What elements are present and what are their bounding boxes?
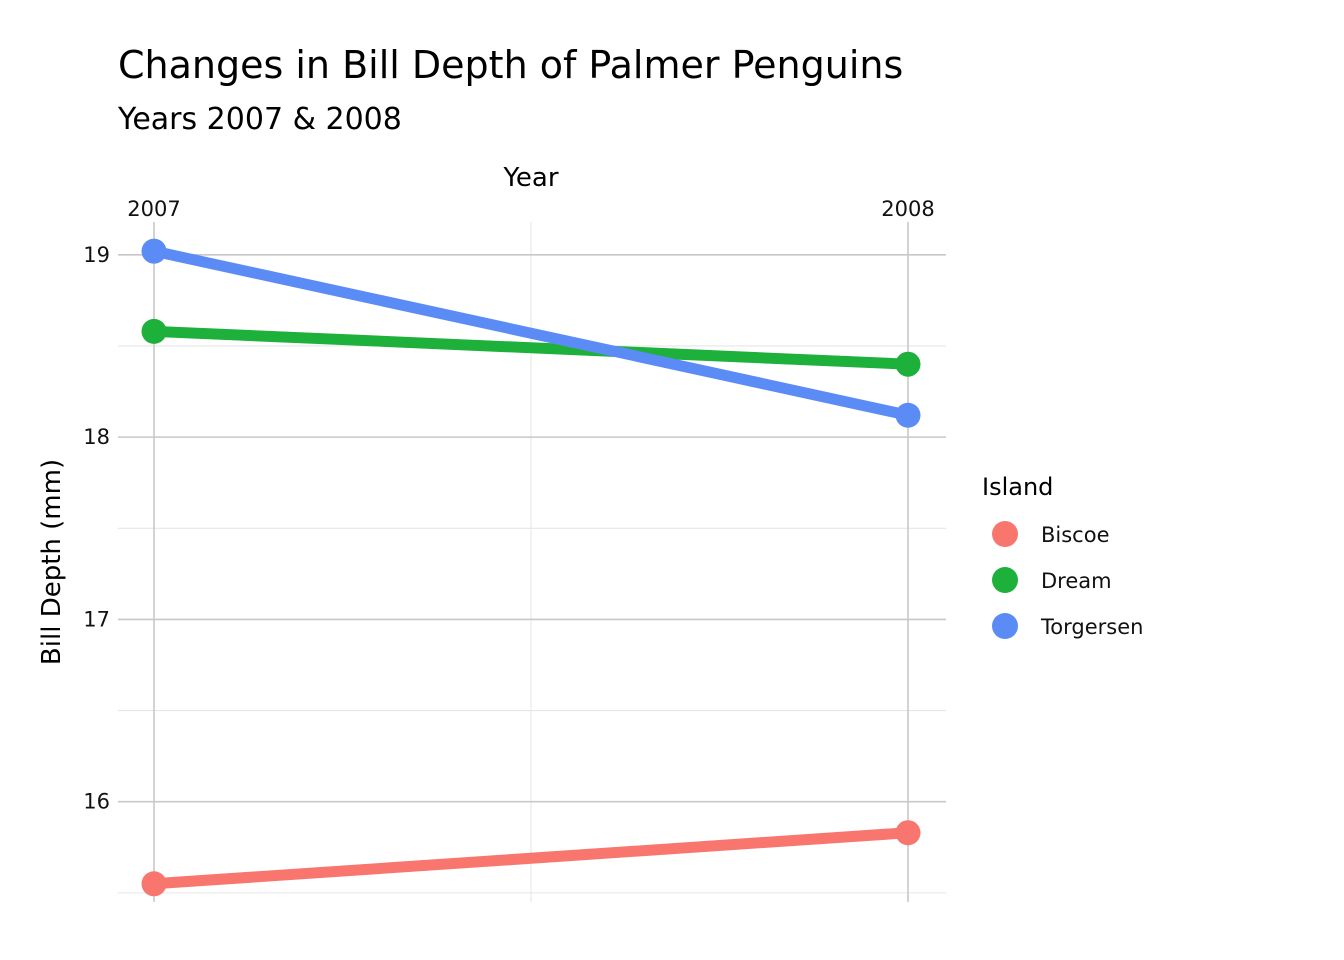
data-point-biscoe	[895, 820, 921, 846]
series-layer	[141, 238, 921, 897]
chart-title: Changes in Bill Depth of Palmer Penguins	[118, 43, 903, 87]
legend: Biscoe Dream Torgersen	[992, 521, 1143, 639]
series-line-biscoe	[153, 827, 909, 890]
legend-key-dream	[992, 567, 1018, 593]
legend-label-biscoe: Biscoe	[1041, 523, 1110, 547]
x-axis-title: Year	[502, 163, 558, 193]
data-point-torgersen	[141, 238, 167, 264]
legend-key-biscoe	[992, 521, 1018, 547]
tick-labels: 16 17 18 19 2007 2008	[83, 197, 934, 814]
legend-key-torgersen	[992, 613, 1018, 639]
y-tick-label: 16	[83, 790, 110, 814]
y-tick-label: 17	[83, 607, 110, 631]
legend-label-torgersen: Torgersen	[1040, 615, 1143, 639]
data-point-biscoe	[141, 871, 167, 897]
data-point-dream	[141, 318, 167, 344]
x-tick-label: 2007	[127, 197, 180, 221]
y-tick-label: 19	[83, 243, 110, 267]
y-tick-label: 18	[83, 425, 110, 449]
data-point-torgersen	[895, 402, 921, 428]
grid-layer	[118, 222, 946, 902]
series-line-dream	[153, 325, 909, 370]
legend-title: Island	[982, 473, 1053, 501]
series-line-torgersen	[152, 245, 910, 421]
x-tick-label: 2008	[881, 197, 934, 221]
chart-subtitle: Years 2007 & 2008	[117, 102, 402, 137]
y-axis-title: Bill Depth (mm)	[37, 459, 67, 665]
data-point-dream	[895, 351, 921, 377]
legend-label-dream: Dream	[1041, 569, 1112, 593]
